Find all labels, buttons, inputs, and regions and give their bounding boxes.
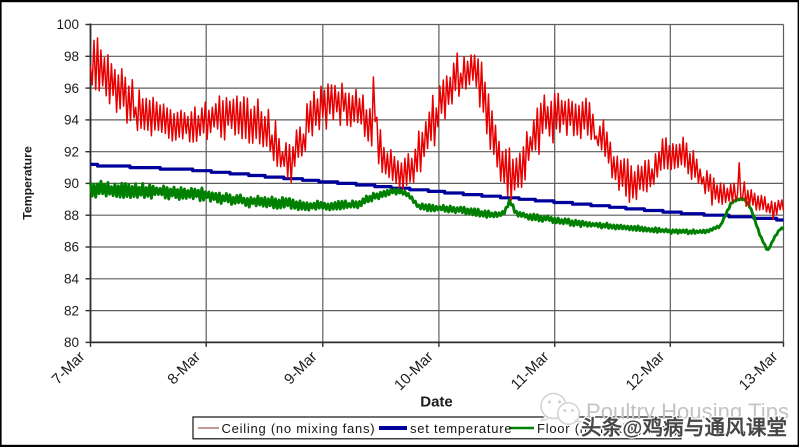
svg-text:86: 86: [64, 240, 79, 255]
svg-text:Floor (no mixing fans): Floor (no mixing fans): [537, 421, 679, 436]
svg-text:88: 88: [64, 208, 79, 223]
svg-text:Ceiling (no mixing fans): Ceiling (no mixing fans): [222, 421, 376, 436]
svg-text:90: 90: [64, 176, 79, 191]
svg-text:Date: Date: [420, 394, 453, 411]
svg-text:96: 96: [64, 81, 79, 96]
svg-text:头条@鸡病与通风课堂: 头条@鸡病与通风课堂: [581, 416, 787, 440]
svg-text:80: 80: [64, 335, 79, 350]
svg-text:Temperature: Temperature: [20, 146, 34, 220]
svg-text:82: 82: [64, 303, 79, 318]
svg-text:84: 84: [64, 272, 80, 287]
svg-text:98: 98: [64, 49, 79, 64]
svg-text:92: 92: [64, 144, 79, 159]
svg-text:100: 100: [56, 17, 79, 32]
svg-text:Poultry Housing Tips: Poultry Housing Tips: [586, 399, 789, 424]
svg-text:set temperature: set temperature: [410, 421, 512, 436]
svg-text:94: 94: [64, 113, 80, 128]
